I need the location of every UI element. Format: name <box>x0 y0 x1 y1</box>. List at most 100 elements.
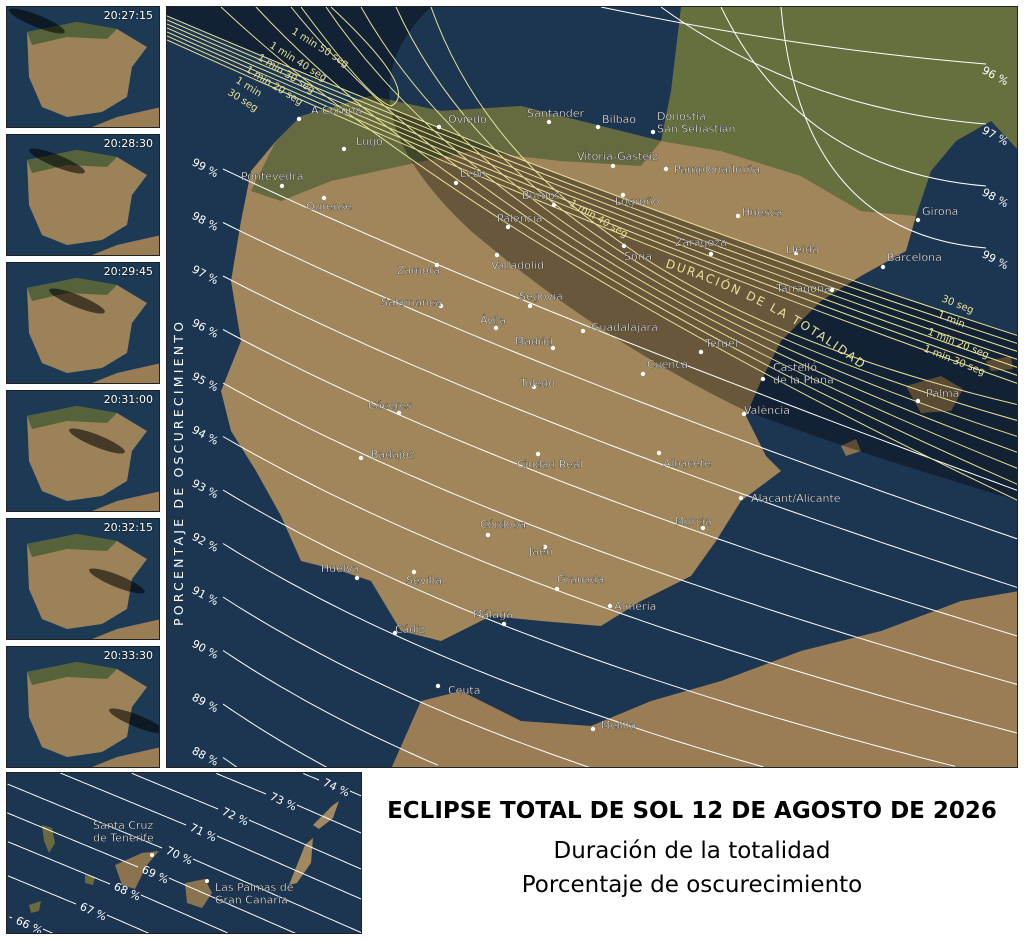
percent-isoline <box>7 783 163 849</box>
island-la-gomera <box>85 875 95 885</box>
city-label: Almería <box>614 600 656 613</box>
thumbnail-203330: 20:33:30 <box>6 646 160 768</box>
city-oviedo: Oviedo <box>436 113 487 130</box>
city-label: Alacant/Alicante <box>751 492 841 505</box>
duration-isoline-north <box>167 31 1017 368</box>
duration-isoline-south <box>325 7 1017 453</box>
city-marker <box>527 303 533 309</box>
africa-land <box>92 491 159 511</box>
city-toledo: Toledo <box>519 377 556 390</box>
city-santander: Santander <box>527 107 585 125</box>
duration-isoline-max <box>300 7 399 107</box>
city-marker <box>735 213 741 219</box>
city-marker <box>663 166 669 172</box>
city-marker <box>698 349 704 355</box>
percent-isoline <box>222 757 238 767</box>
thumbnail-202945: 20:29:45 <box>6 262 160 384</box>
africa-land <box>92 107 159 127</box>
iberia-land <box>221 96 916 641</box>
thumbnail-time: 20:33:30 <box>103 649 153 662</box>
city-marker <box>531 384 537 390</box>
city-marker <box>485 532 491 538</box>
percent-isoline <box>222 489 956 767</box>
city-label: Toledo <box>519 377 555 390</box>
percent-isoline <box>140 894 228 933</box>
city-marker <box>880 264 886 270</box>
map-title: ECLIPSE TOTAL DE SOL 12 DE AGOSTO DE 202… <box>387 798 997 824</box>
city-girona: Girona <box>915 205 958 223</box>
duration-isoline-north <box>167 39 1017 384</box>
city-zaragoza: Zaragoza <box>675 236 727 257</box>
duration-isoline-north <box>167 19 1017 344</box>
city-castelló: Castelló de la Plana <box>760 361 834 387</box>
city-label: Santander <box>527 107 584 120</box>
city-label: Girona <box>922 205 958 218</box>
city-label: Córdoba <box>480 518 526 531</box>
city-label-las-palmas: Las Palmas de Gran Canaria <box>215 881 294 907</box>
city-segovia: Segovia <box>519 290 563 309</box>
city-cáceres: Cáceres <box>368 399 412 416</box>
subtitle-obscuration: Porcentaje de oscurecimiento <box>521 872 863 898</box>
percent-isoline <box>222 168 1017 491</box>
city-label: Cuenca <box>647 358 688 371</box>
city-marker <box>620 192 626 198</box>
city-soria: Soria <box>621 243 652 263</box>
subtitle-duration: Duración de la totalidad <box>553 838 831 864</box>
city-marker <box>741 411 747 417</box>
city-marker <box>760 376 766 382</box>
percent-isoline <box>216 835 361 900</box>
city-cádiz: Cádiz <box>392 623 426 636</box>
duration-isoline-south <box>360 7 1017 437</box>
city-ourense: Ourense <box>306 195 353 213</box>
africa-land <box>391 591 1017 767</box>
city-label: A Coruña <box>311 104 362 117</box>
percent-isoline <box>222 543 764 767</box>
percent-isoline <box>7 812 139 868</box>
city-pamplona-iruña: Pamplona/Iruña <box>663 163 760 176</box>
percent-isoline <box>222 275 1017 588</box>
city-label: Palencia <box>497 212 543 225</box>
city-label: Lleida <box>786 243 819 256</box>
city-label: Badajoz <box>371 448 415 461</box>
city-marker <box>738 495 744 501</box>
city-zamora: Zamora <box>397 262 440 277</box>
map-canvas: 99 %98 %97 %96 %95 %94 %93 %92 %91 %90 %… <box>167 7 1017 767</box>
city-label: Huesca <box>742 206 783 219</box>
city-pontevedra: Pontevedra <box>241 170 304 189</box>
percent-isoline <box>600 7 987 65</box>
iberia-land <box>27 278 147 373</box>
city-label: Tarragona <box>775 282 831 295</box>
city-marker <box>321 195 327 201</box>
percent-isoline <box>349 790 361 797</box>
city-marker <box>411 569 417 575</box>
duration-isoline-south <box>290 7 1017 469</box>
island-gran-canaria <box>185 879 212 908</box>
city-león: León <box>453 167 487 186</box>
totality-shade <box>167 7 1017 501</box>
duration-isoline-south <box>395 7 1017 421</box>
duration-isoline-south <box>430 7 1017 406</box>
thumbnail-202830: 20:28:30 <box>6 134 160 256</box>
island-tenerife <box>115 851 159 889</box>
city-val-ncia: València <box>741 404 790 417</box>
city-alacant-alicante: Alacant/Alicante <box>738 492 841 505</box>
duration-isoline-north <box>167 35 1017 376</box>
city-guadalajara: Guadalajara <box>580 321 658 334</box>
city-label: Oviedo <box>448 113 487 126</box>
city-marker <box>700 525 706 531</box>
city-label: Barcelona <box>887 251 942 264</box>
city-marker <box>546 119 552 125</box>
city-lugo: Lugo <box>341 135 383 152</box>
city-marker <box>341 146 347 152</box>
city-donostia: Donostia San Sebastián <box>650 110 736 136</box>
city-label: León <box>460 167 486 180</box>
city-label: Valladolid <box>491 259 544 272</box>
city-murcia: Murcia <box>675 515 712 531</box>
percent-isoline <box>222 329 1017 637</box>
city-marker <box>434 262 440 268</box>
percent-isoline <box>296 804 361 834</box>
city-marker <box>535 451 541 457</box>
city-logroño: Logroño <box>615 192 660 208</box>
city-marker <box>607 603 613 609</box>
city-label: Zamora <box>397 264 440 277</box>
